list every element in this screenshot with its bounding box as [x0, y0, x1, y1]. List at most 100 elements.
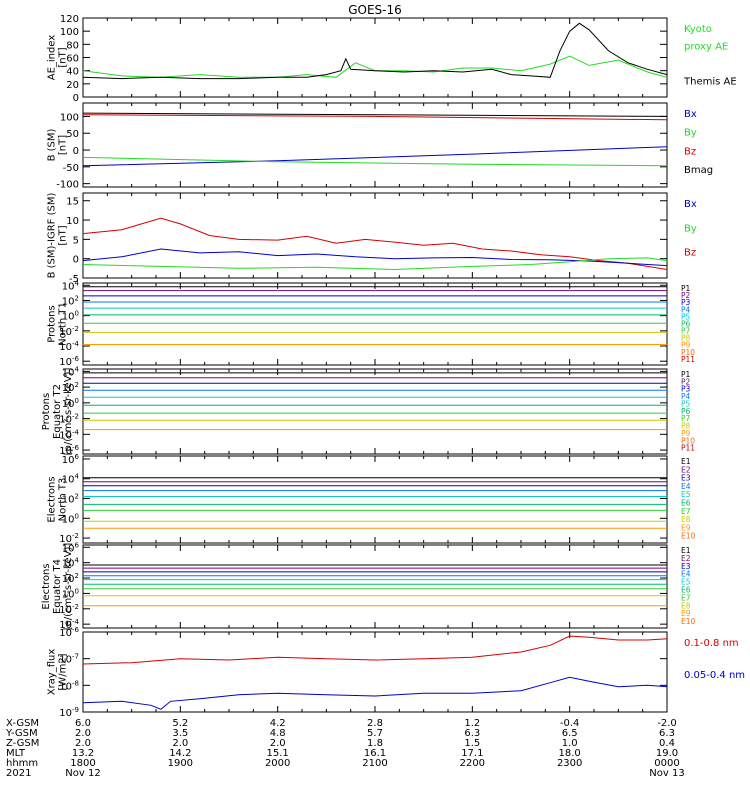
channel-label-p2: P2	[681, 377, 691, 386]
x-tick-label: 16.1	[364, 748, 386, 759]
y-tick-label: 106	[62, 453, 80, 466]
channel-label-p11: P11	[681, 444, 695, 453]
channel-label-p6: P6	[681, 407, 691, 416]
y-axis-label: North T3	[58, 478, 69, 522]
channel-label-e6: E6	[681, 499, 691, 508]
x-tick-label: Nov 13	[649, 768, 684, 779]
y-tick-label: 0	[73, 255, 79, 266]
x-row-label: Y-GSM	[5, 728, 38, 739]
legend-entry: By	[684, 223, 697, 234]
legend-entry: By	[684, 128, 697, 139]
legend-entry: 0.05-0.4 nm	[684, 670, 745, 681]
series-by	[82, 257, 668, 271]
y-tick-label: 80	[66, 40, 79, 51]
channel-label-p2: P2	[681, 291, 691, 300]
channel-label-e1: E1	[681, 546, 691, 555]
y-tick-label: 102	[62, 572, 79, 585]
y-tick-label: 10-4	[59, 428, 79, 441]
legend-entry: Bz	[684, 248, 696, 259]
y-tick-label: 10	[66, 216, 79, 227]
y-axis-label: [e/(cm²-s-sr-keV)]	[63, 543, 74, 631]
y-tick-label: 60	[66, 54, 79, 65]
x-tick-label: 2300	[557, 758, 582, 769]
legend-entry: 0.1-0.8 nm	[684, 638, 739, 649]
channel-label-e4: E4	[681, 570, 691, 579]
x-tick-label: 2200	[460, 758, 485, 769]
x-tick-label: 1900	[168, 758, 193, 769]
channel-label-e9: E9	[681, 523, 691, 532]
x-tick-label: -0.4	[560, 718, 580, 729]
y-tick-label: 100	[62, 512, 79, 525]
channel-label-e3: E3	[681, 562, 691, 571]
channel-label-e2: E2	[681, 554, 691, 563]
legend-entry: Bz	[684, 146, 696, 157]
y-tick-label: 10-6	[59, 626, 79, 639]
channel-label-p8: P8	[681, 422, 691, 431]
y-tick-label: 10-6	[59, 444, 79, 457]
legend-entry: Themis AE	[683, 77, 737, 88]
x-tick-label: 2.0	[75, 728, 91, 739]
channel-label-p10: P10	[681, 436, 695, 445]
y-axis-label: Electrons	[41, 563, 52, 609]
channel-label-p1: P1	[681, 284, 691, 293]
channel-label-e7: E7	[681, 507, 691, 516]
y-tick-label: 10-2	[59, 325, 79, 338]
y-tick-label: 100	[62, 397, 79, 410]
y-axis-label: Xray_flux	[47, 649, 58, 696]
x-tick-label: 2.0	[172, 738, 188, 749]
panel-pet2: 104 102 100 10-2 10-4 10-6 Protons Equator T2 [p…	[41, 365, 695, 457]
y-tick-label: 10-2	[59, 603, 79, 616]
legend-entry: Kyoto	[684, 24, 712, 35]
x-tick-label: 4.2	[270, 718, 286, 729]
x-tick-label: 5.7	[367, 728, 383, 739]
y-axis-label: [nT]	[58, 225, 69, 245]
y-tick-label: 10-2	[59, 413, 79, 426]
series-0-05-0-4-nm	[82, 676, 668, 710]
channel-label-p4: P4	[681, 305, 691, 314]
channel-label-e10: E10	[681, 617, 696, 626]
panel-bigrf: -5 0 5 10 15 B (SM)-IGRF (SM) [nT] Bx By Bz	[47, 192, 697, 285]
y-axis-label: AE_index	[47, 35, 58, 81]
y-tick-label: 20	[66, 80, 79, 91]
x-tick-label: 3.5	[172, 728, 188, 739]
channel-label-p1: P1	[681, 370, 691, 379]
channel-label-p7: P7	[681, 327, 691, 336]
x-tick-label: 13.2	[72, 748, 94, 759]
y-tick-label: 100	[60, 27, 79, 38]
x-tick-label: 6.3	[659, 728, 675, 739]
y-tick-label: -100	[56, 180, 79, 191]
y-axis-label: [W/m2]	[58, 653, 69, 690]
x-tick-label: 2000	[265, 758, 290, 769]
y-tick-label: 106	[62, 541, 80, 554]
y-tick-label: 100	[60, 112, 79, 123]
y-tick-label: 15	[66, 197, 79, 208]
panel-frame	[82, 17, 668, 98]
channel-label-p5: P5	[681, 312, 691, 321]
series-bmag	[82, 112, 668, 117]
y-tick-label: 40	[66, 67, 79, 78]
channel-label-e5: E5	[681, 578, 691, 587]
y-tick-label: 104	[62, 365, 80, 378]
series-kyoto-proxy-ae	[82, 55, 668, 78]
panel-frame	[82, 192, 668, 279]
x-tick-label: 2.0	[270, 738, 286, 749]
series-themis-ae	[82, 22, 668, 80]
panel-frame	[82, 282, 668, 366]
legend-entry: Bx	[684, 199, 697, 210]
panel-frame	[82, 631, 668, 713]
channel-label-e10: E10	[681, 532, 696, 541]
x-tick-label: 1.8	[367, 738, 383, 749]
y-tick-label: 120	[60, 14, 79, 25]
y-tick-label: 104	[62, 473, 80, 486]
y-tick-label: 100	[62, 587, 79, 600]
channel-label-e2: E2	[681, 465, 691, 474]
x-row-label: Z-GSM	[6, 738, 39, 749]
y-tick-label: 5	[73, 235, 79, 246]
channel-label-p7: P7	[681, 414, 691, 423]
x-tick-label: 1.0	[562, 738, 578, 749]
x-tick-label: 18.0	[559, 748, 581, 759]
y-axis-label: [nT]	[58, 47, 69, 67]
x-tick-label: 4.8	[270, 728, 286, 739]
